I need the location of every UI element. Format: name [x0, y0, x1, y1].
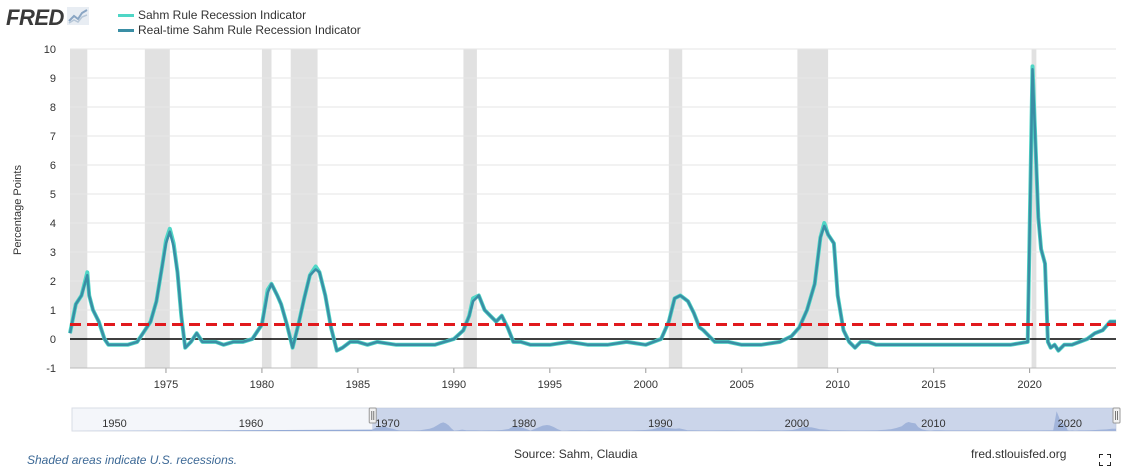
x-tick-label: 2015 [921, 379, 945, 391]
recession-band [1031, 49, 1037, 368]
navigator-label: 1960 [239, 418, 263, 430]
logo-text: FRED [6, 5, 64, 30]
y-axis-ticks: -1 0 1 2 3 4 5 6 7 8 9 10 [44, 44, 56, 375]
y-tick-label: 5 [50, 189, 56, 201]
plot-rect [70, 49, 1116, 368]
navigator-label: 1990 [648, 418, 672, 430]
recession-band [261, 49, 272, 368]
series-line-2 [68, 68, 1116, 352]
x-tick-label: 1975 [154, 379, 178, 391]
recession-note: Shaded areas indicate U.S. recessions. [27, 453, 238, 467]
legend-label: Real-time Sahm Rule Recession Indicator [138, 23, 361, 37]
x-tick-label: 1980 [250, 379, 274, 391]
y-tick-label: 1 [50, 305, 56, 317]
x-tick-label: 2010 [825, 379, 849, 391]
y-tick-label: 6 [50, 160, 56, 172]
navigator-label: 2020 [1058, 418, 1082, 430]
navigator-label: 1970 [375, 418, 399, 430]
y-tick-label: 0 [50, 334, 56, 346]
legend-item[interactable]: Real-time Sahm Rule Recession Indicator [118, 23, 361, 38]
chart-legend: Sahm Rule Recession Indicator Real-time … [118, 8, 361, 38]
navigator-label: 2000 [785, 418, 809, 430]
recession-band [290, 49, 318, 368]
recession-band [463, 49, 477, 368]
navigator-label: 2010 [921, 418, 945, 430]
y-axis-label: Percentage Points [12, 165, 24, 255]
navigator-handle-right[interactable] [1112, 407, 1121, 424]
y-tick-label: 10 [44, 44, 56, 56]
legend-swatch [118, 14, 134, 17]
x-axis-ticks: 1975 1980 1985 1990 1995 2000 2005 2010 2015 2020 [70, 367, 1116, 391]
site-link[interactable]: fred.stlouisfed.org [971, 447, 1067, 461]
y-tick-label: 3 [50, 247, 56, 259]
navigator-label: 1950 [102, 418, 126, 430]
x-tick-label: 1985 [346, 379, 370, 391]
range-navigator[interactable]: 1950 1960 1970 1980 1990 2000 2010 2020 [71, 407, 1121, 432]
source-text: Source: Sahm, Claudia [514, 447, 638, 461]
y-tick-label: 8 [50, 102, 56, 114]
plot-background [70, 49, 1116, 368]
fullscreen-icon[interactable] [1099, 454, 1111, 466]
legend-item[interactable]: Sahm Rule Recession Indicator [118, 8, 361, 23]
navigator-selection [372, 408, 1116, 431]
navigator-label: 1980 [512, 418, 536, 430]
fred-chart-icon [66, 6, 89, 30]
y-tick-label: 7 [50, 131, 56, 143]
x-tick-label: 1990 [442, 379, 466, 391]
x-tick-label: 2000 [634, 379, 658, 391]
y-tick-label: 9 [50, 73, 56, 85]
x-tick-label: 1995 [538, 379, 562, 391]
x-tick-label: 2020 [1017, 379, 1041, 391]
legend-swatch [118, 29, 134, 32]
y-tick-label: 2 [50, 276, 56, 288]
recession-band [797, 49, 829, 368]
recession-shading [70, 49, 1037, 368]
x-tick-label: 2005 [730, 379, 754, 391]
recession-band [144, 49, 170, 368]
legend-label: Sahm Rule Recession Indicator [138, 8, 307, 22]
y-tick-label: -1 [46, 363, 56, 375]
y-tick-label: 4 [50, 218, 56, 230]
fred-logo[interactable]: FRED [6, 5, 89, 31]
recession-band [668, 49, 683, 368]
navigator-handle-left[interactable] [368, 407, 377, 424]
series-lines [68, 64, 1116, 353]
